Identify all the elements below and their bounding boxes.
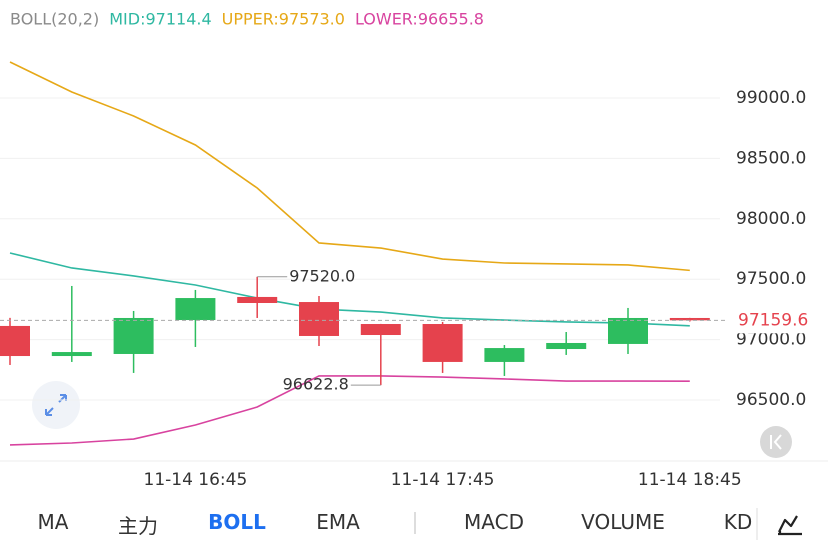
candle-body	[422, 324, 463, 362]
indicator-tab[interactable]: VOLUME	[581, 510, 665, 534]
y-tick-label: 98000.0	[736, 209, 806, 229]
indicator-tab[interactable]: BOLL	[208, 510, 266, 534]
scroll-latest-icon	[770, 434, 782, 450]
candle-body	[546, 342, 587, 350]
candle-body	[484, 348, 525, 362]
expand-icon	[45, 394, 67, 416]
band-line	[9, 252, 690, 327]
indicator-tab[interactable]: EMA	[316, 510, 360, 534]
candle-body	[608, 317, 648, 344]
indicator-label: MID:97114.4	[109, 10, 211, 29]
y-tick-label: 96500.0	[736, 390, 806, 410]
indicator-tabs: MA 主力 BOLL EMA MACD VOLUME KD	[0, 500, 752, 546]
band-line	[9, 61, 690, 272]
candle-body	[669, 317, 710, 321]
candle-body	[360, 324, 401, 336]
indicator-tab[interactable]: MA	[37, 510, 69, 534]
annotation-label: 97520.0	[289, 266, 355, 285]
candle-body	[175, 298, 216, 321]
indicator-label: BOLL(20,2)	[10, 10, 99, 29]
chart: BOLL(20,2) MID:97114.4 UPPER:97573.0 LOWER:…	[0, 10, 828, 490]
y-tick-label: 99000.0	[736, 88, 806, 108]
candle-body	[299, 302, 339, 336]
candle-body	[0, 325, 30, 357]
indicator-label: LOWER:96655.8	[355, 10, 484, 29]
indicator-label: UPPER:97573.0	[222, 10, 345, 29]
x-tick-label: 11-14 18:45	[638, 470, 742, 490]
annotation-label: 96622.8	[283, 375, 349, 394]
y-tick-label: 97500.0	[736, 269, 806, 289]
indicator-tab[interactable]: MACD	[464, 510, 524, 534]
y-tick-label: 98500.0	[736, 148, 806, 168]
x-tick-label: 11-14 17:45	[391, 470, 495, 490]
tab-bar-decor	[414, 508, 802, 540]
last-price-label: 97159.6	[738, 310, 808, 330]
last-price-box	[730, 307, 828, 334]
indicator-tab[interactable]: KD	[723, 510, 752, 534]
indicator-tab[interactable]: 主力	[118, 514, 158, 538]
expand-button[interactable]	[32, 381, 80, 429]
candle-body	[113, 317, 154, 354]
candle-body	[237, 296, 278, 303]
x-tick-label: 11-14 16:45	[144, 470, 248, 490]
chart-style-icon[interactable]	[778, 515, 802, 536]
y-tick-label: 97000.0	[736, 330, 806, 350]
band-line	[9, 375, 690, 446]
candle-body	[51, 352, 92, 357]
